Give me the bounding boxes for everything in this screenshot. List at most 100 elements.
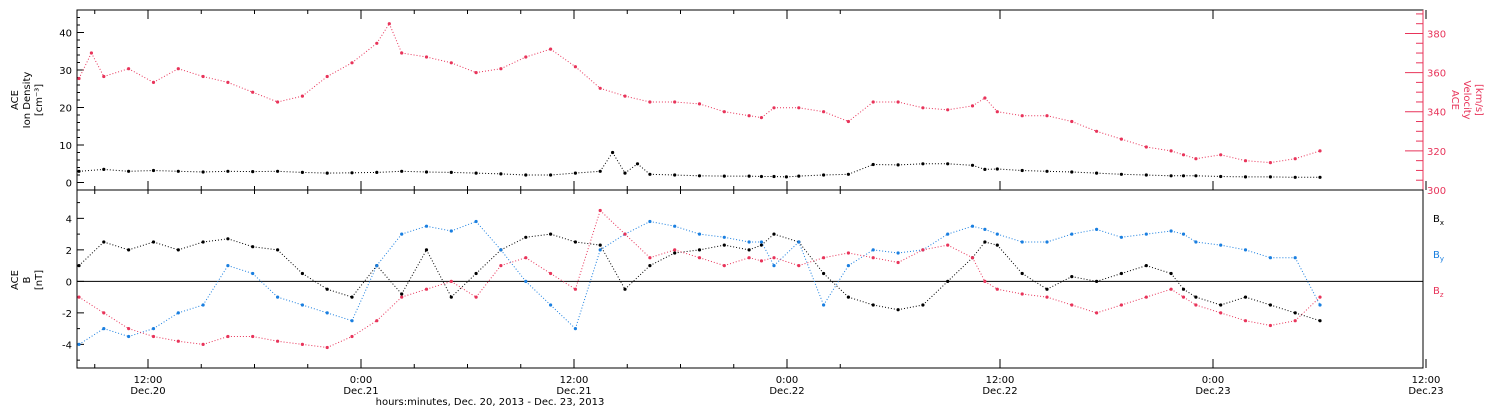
b-tick-label: -2 [62, 309, 72, 320]
velocity-segment [426, 56, 452, 64]
bx-segment [848, 296, 874, 306]
bz-segment [302, 343, 328, 348]
bx-segment [203, 238, 228, 243]
bz-segment [1046, 296, 1072, 306]
bx-segment [873, 304, 899, 311]
bottom-panel: ACE B [nT] -4 -2 0 2 4 Bx By Bz [10, 189, 1444, 369]
x-tick-date: Dec.21 [343, 386, 378, 397]
bz-segment [1270, 320, 1296, 326]
bx-segment [1071, 276, 1097, 282]
by-segment [426, 225, 452, 232]
velocity-tick-label: 360 [1427, 69, 1446, 80]
velocity-segment [997, 111, 1023, 117]
x-axis: 12:00Dec.200:00Dec.2112:00Dec.210:00Dec.… [94, 10, 1444, 397]
bx-segment [798, 241, 824, 274]
bz-segment [1146, 288, 1172, 298]
by-segment [997, 233, 1023, 243]
density-label-line: ACE [10, 90, 21, 110]
bx-segment [128, 241, 154, 251]
x-tick-date: Dec.23 [1195, 386, 1230, 397]
velocity-segment [674, 101, 700, 105]
velocity-segment [277, 95, 303, 103]
bx-segment [1096, 273, 1122, 282]
by-segment [1195, 241, 1221, 246]
bz-segment [1245, 320, 1271, 326]
velocity-segment [1121, 138, 1147, 148]
density-axis-label: ACE Ion Density [cm⁻³] [10, 72, 45, 129]
density-tick-label: 0 [66, 179, 72, 190]
b-field-axis-label: ACE B [nT] [10, 270, 45, 290]
x-tick-time: 0:00 [350, 375, 372, 386]
bx-segment [1121, 265, 1147, 274]
bz-segment [103, 312, 129, 330]
bz-segment [277, 340, 303, 345]
x-tick-time: 0:00 [776, 375, 798, 386]
density-segment [898, 163, 923, 166]
velocity-segment [103, 68, 129, 77]
by-segment [699, 233, 725, 238]
density-segment [476, 172, 501, 175]
velocity-segment [1170, 150, 1184, 156]
by-segment [1146, 230, 1172, 235]
bz-segment [798, 257, 824, 267]
bz-segment [997, 288, 1023, 295]
density-segment [612, 152, 626, 174]
density-segment [153, 170, 179, 172]
by-segment [599, 233, 626, 251]
by-segment [227, 265, 253, 274]
by-segment [401, 225, 427, 235]
bz-segment [1195, 304, 1221, 314]
velocity-label-line: [km/s] [1473, 84, 1484, 116]
x-axis-title: hours:minutes, Dec. 20, 2013 - Dec. 23, … [376, 397, 605, 408]
density-segment [575, 170, 601, 174]
velocity-point [1219, 153, 1223, 157]
by-segment [153, 312, 179, 330]
by-segment [922, 233, 948, 251]
by-segment [178, 304, 204, 314]
bx-segment [599, 244, 626, 290]
by-segment [724, 236, 750, 243]
bz-segment [525, 257, 551, 274]
x-tick-time: 12:00 [560, 375, 589, 386]
by-point [176, 311, 180, 315]
by-segment [475, 221, 502, 251]
bx-segment [178, 241, 204, 251]
bz-segment [699, 257, 725, 267]
by-segment [947, 225, 973, 235]
by-point [970, 224, 975, 228]
bx-segment [748, 244, 762, 251]
bx-segment [699, 244, 725, 251]
bx-segment [674, 249, 700, 254]
density-point [648, 172, 652, 176]
density-segment [823, 173, 849, 176]
bx-segment [1270, 304, 1296, 314]
density-tick-label: 10 [59, 141, 72, 152]
bx-segment [376, 265, 403, 295]
velocity-segment [922, 107, 948, 111]
bx-point [176, 248, 180, 252]
bx-point [1318, 319, 1322, 323]
bz-segment [202, 336, 229, 345]
bx-segment [575, 241, 601, 246]
density-segment [500, 173, 526, 176]
velocity-segment [376, 23, 390, 44]
velocity-point [1243, 159, 1248, 163]
bz-segment [252, 336, 278, 342]
by-segment [1121, 233, 1147, 238]
x-tick-date: Dec.23 [1408, 386, 1443, 397]
density-tick-label: 30 [59, 66, 72, 77]
velocity-segment [848, 101, 874, 122]
density-segment [1146, 174, 1172, 177]
velocity-point [251, 90, 255, 94]
bz-segment [1121, 296, 1147, 306]
by-segment [78, 328, 105, 345]
velocity-point [375, 41, 379, 45]
bx-segment [1245, 296, 1271, 306]
density-segment [997, 168, 1023, 171]
bx-segment [972, 241, 986, 259]
density-segment [178, 170, 204, 173]
bz-segment [1183, 296, 1197, 306]
density-segment [599, 152, 614, 172]
bx-segment [302, 273, 328, 290]
